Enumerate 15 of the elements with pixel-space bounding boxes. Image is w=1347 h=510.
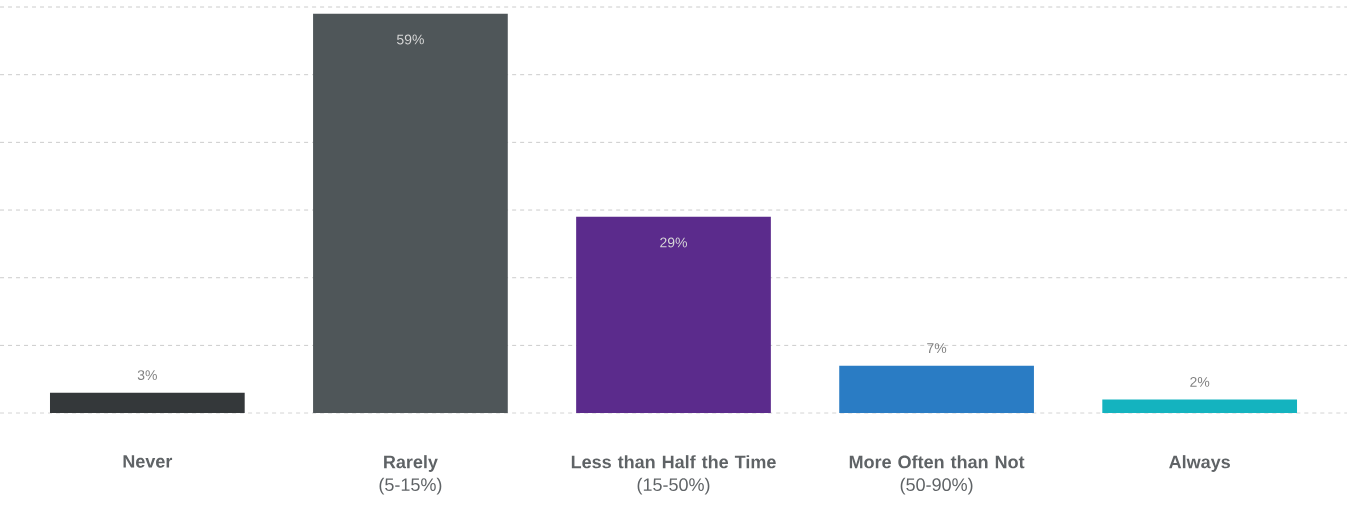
- bar: [839, 365, 1034, 414]
- data-label: 7%: [927, 343, 947, 353]
- x-tick-label: Never: [123, 455, 173, 468]
- bar: [49, 392, 245, 414]
- x-tick-label: Always: [1169, 455, 1230, 472]
- x-tick-label: Rarely (5-15%): [379, 455, 442, 495]
- data-label: 2%: [1190, 376, 1210, 387]
- bar: [313, 13, 508, 414]
- data-label: 59%: [396, 34, 424, 45]
- data-label: 3%: [137, 370, 157, 381]
- x-tick-label: More Often than Not (50-90%): [849, 455, 1025, 495]
- x-tick-label: Less than Half the Time (15-50%): [571, 455, 776, 495]
- bar: [576, 216, 771, 414]
- bar: [1102, 399, 1298, 414]
- data-label: 29%: [660, 237, 688, 248]
